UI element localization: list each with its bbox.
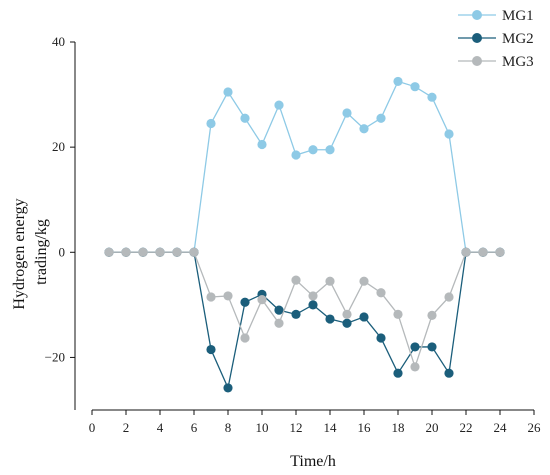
data-point [325,314,335,324]
data-point [274,100,284,110]
legend-label: MG3 [502,54,534,70]
x-tick-label: 2 [123,420,130,435]
data-point [427,310,437,320]
y-tick-label: 40 [52,34,65,49]
legend-item-mg3: MG3 [458,54,534,70]
data-point [104,247,114,257]
y-axis-title-line-2: trading/kg [33,219,50,285]
data-point [376,113,386,123]
data-point [240,297,250,307]
data-point [393,76,403,87]
data-point [393,309,403,319]
data-point [359,124,369,134]
data-point [308,145,318,155]
legend-item-mg1: MG1 [458,8,534,24]
x-tick-label: 18 [392,420,405,435]
data-point [223,291,233,301]
data-point [410,342,420,352]
data-point [461,247,471,257]
data-point [257,295,267,305]
x-tick-label: 0 [89,420,96,435]
data-point [206,118,216,129]
data-point [376,288,386,298]
x-tick-label: 20 [426,420,439,435]
data-point [342,318,352,328]
data-point [155,247,165,257]
legend-label: MG1 [502,8,534,24]
series-mg2 [104,247,505,393]
x-tick-label: 6 [191,420,198,435]
y-tick-label: 20 [52,139,65,154]
data-point [291,150,301,160]
x-tick-label: 10 [256,420,269,435]
x-tick-label: 14 [324,420,338,435]
data-point [410,362,420,372]
legend: MG1 MG2 MG3 [458,8,534,70]
data-point [291,275,301,285]
data-point [138,247,148,257]
x-tick-label: 12 [290,420,303,435]
data-point [478,247,488,257]
data-point [410,82,420,92]
legend-marker [472,33,482,43]
series-line [109,80,500,253]
data-point [189,247,199,257]
x-tick-label: 8 [225,420,232,435]
data-point [274,305,284,315]
series-mg3 [104,247,505,372]
data-point [240,113,250,123]
data-point [325,276,335,286]
data-point [121,247,131,257]
data-point [393,368,403,378]
data-point [342,309,352,319]
x-axis-title: Time/h [290,453,336,470]
y-tick-label: −20 [45,349,65,364]
legend-marker [472,56,482,66]
series-line [109,251,500,391]
x-tick-label: 22 [460,420,473,435]
data-point [427,342,437,352]
x-tick-label: 4 [157,420,164,435]
x-tick-label: 16 [358,420,372,435]
data-point [274,318,284,328]
data-point [325,145,335,155]
x-tick-label: 24 [494,420,508,435]
data-point [308,291,318,301]
data-point [308,300,318,310]
legend-item-mg2: MG2 [458,31,534,47]
legend-label: MG2 [502,31,534,47]
legend-marker [472,10,482,20]
series-mg1 [104,76,505,257]
data-point [376,333,386,343]
data-point [495,247,505,257]
y-axis-title: Hydrogen energy trading/kg [11,194,50,309]
data-point [444,292,454,302]
series-layer [104,76,505,393]
data-point [342,108,352,118]
y-tick-label: 0 [59,244,66,259]
data-point [291,309,301,319]
data-point [223,87,233,97]
y-axis-title-line-1: Hydrogen energy [11,198,28,309]
data-point [240,333,250,343]
data-point [359,312,369,322]
data-point [444,368,454,378]
x-tick-label: 26 [528,420,542,435]
data-point [257,139,267,150]
data-point [444,129,454,139]
data-point [172,247,182,257]
data-point [206,344,216,355]
data-point [223,383,233,393]
data-point [206,292,216,302]
data-point [359,276,369,286]
data-point [427,92,437,102]
